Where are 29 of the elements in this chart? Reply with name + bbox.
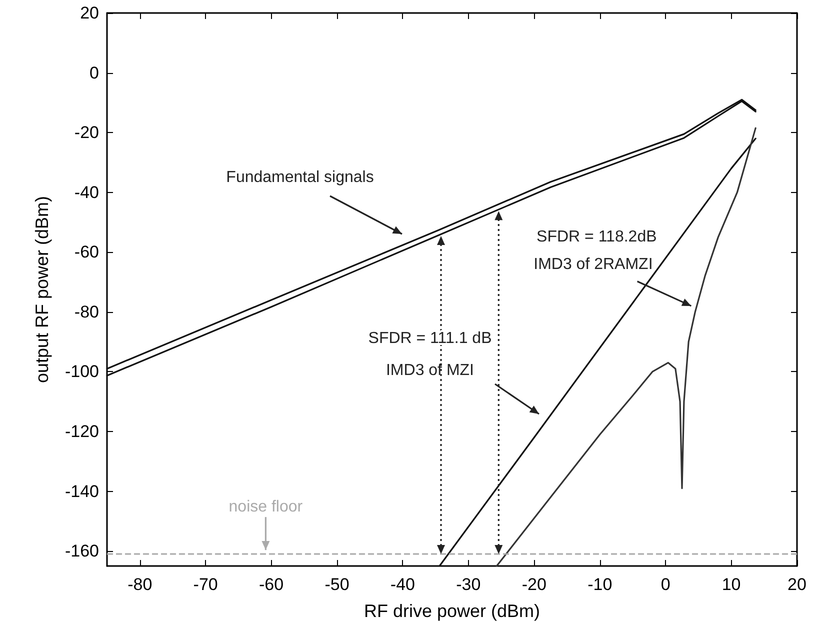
- y-tick-label: -160: [64, 542, 99, 561]
- x-tick-label: -80: [128, 575, 152, 594]
- x-tick-label: -50: [324, 575, 350, 594]
- x-tick-label: -40: [390, 575, 416, 594]
- annotation: IMD3 of 2RAMZI: [534, 256, 653, 274]
- y-tick-label: -140: [64, 482, 99, 501]
- y-axis-title: output RF power (dBm): [32, 196, 52, 384]
- y-tick-label: -80: [74, 302, 99, 322]
- y-tick-label: -60: [74, 242, 99, 262]
- y-tick-label: 0: [90, 63, 99, 82]
- annotation: SFDR = 111.1 dB: [368, 330, 492, 348]
- y-tick-label: -20: [74, 123, 99, 142]
- y-tick-label: -40: [74, 182, 99, 202]
- annotation: SFDR = 118.2dB: [536, 228, 657, 246]
- x-axis-title: RF drive power (dBm): [364, 601, 540, 621]
- ref-line-label: noise floor: [228, 498, 304, 516]
- x-tick-label: 10: [722, 575, 741, 594]
- x-tick-label: 0: [660, 575, 670, 594]
- annotation: Fundamental signals: [226, 169, 374, 186]
- x-tick-label: -30: [456, 575, 481, 594]
- x-tick-label: -70: [193, 575, 218, 594]
- y-tick-label: -120: [64, 422, 99, 441]
- y-tick-label: 20: [80, 4, 99, 22]
- y-tick-label: -100: [64, 362, 99, 382]
- x-tick-label: -10: [588, 575, 612, 594]
- x-tick-label: -20: [522, 575, 546, 594]
- x-tick-label: 20: [788, 575, 806, 594]
- annotation: IMD3 of MZI: [386, 362, 474, 380]
- x-tick-label: -60: [258, 575, 284, 594]
